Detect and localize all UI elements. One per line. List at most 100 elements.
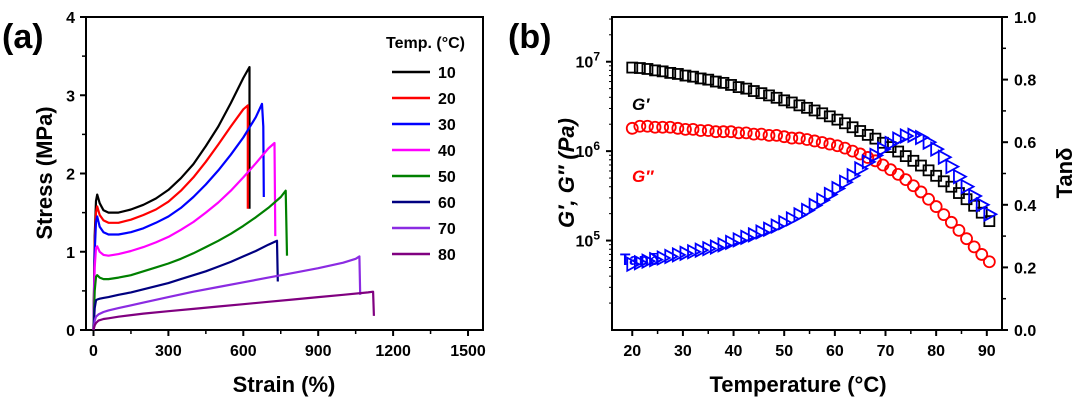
panel-a-y-tick-label: 1: [66, 245, 75, 262]
panel-b-right-tick-label: 0.4: [1014, 198, 1036, 215]
marker-g-double-prime: [679, 123, 692, 136]
marker-g-double-prime: [815, 136, 829, 149]
marker-g-prime: [945, 180, 958, 193]
marker-g-prime: [626, 61, 639, 74]
legend-label-80: 80: [438, 247, 456, 264]
marker-g-double-prime: [982, 255, 996, 269]
panel-a-y-axis-label: Stress (MPa): [32, 106, 57, 239]
marker-tan-delta: [945, 158, 961, 175]
series-line-60: [92, 239, 279, 331]
marker-g-prime: [854, 125, 867, 137]
marker-g-double-prime: [846, 144, 859, 158]
panel-a-y-tick-label: 3: [66, 88, 75, 105]
marker-g-prime: [793, 99, 806, 112]
panel-b-label: (b): [508, 18, 551, 56]
legend-label-20: 20: [438, 91, 456, 108]
panel-a-x-tick-label: 900: [305, 343, 332, 360]
panel-b-y-tick-label: 107: [576, 50, 601, 72]
marker-tan-delta: [702, 240, 718, 257]
series-line-10: [92, 65, 251, 331]
marker-g-double-prime: [967, 240, 981, 254]
marker-tan-delta: [861, 153, 877, 170]
marker-g-prime: [732, 81, 745, 94]
marker-tan-delta: [877, 141, 892, 158]
legend-label-70: 70: [438, 221, 456, 238]
panel-a-y-tick-label: 0: [66, 323, 75, 340]
marker-tan-delta: [755, 224, 771, 241]
marker-tan-delta: [907, 127, 923, 144]
marker-tan-delta: [899, 127, 915, 144]
marker-g-prime: [785, 96, 798, 109]
panel-b-x-tick-label: 40: [725, 343, 743, 360]
panel-a-x-tick-label: 1500: [450, 343, 486, 360]
marker-g-double-prime: [762, 128, 776, 142]
marker-g-prime: [861, 128, 874, 141]
panel-b-x-tick-label: 90: [978, 343, 996, 360]
marker-g-prime: [656, 65, 669, 78]
marker-tan-delta: [854, 160, 870, 177]
panel-a-legend: Temp. (°C) 10 20 30 40 50 60 70 80: [386, 35, 465, 264]
panel-b-x-tick-label: 60: [826, 343, 844, 360]
marker-g-double-prime: [671, 121, 685, 135]
series-line-30: [92, 102, 265, 331]
panel-a-x-axis-label: Strain (%): [233, 372, 336, 397]
marker-g-prime: [808, 104, 821, 117]
panel-b: (b) 20 30 40 50 60 70 80 90 105 106 107 0.0 0.2 0.4 0.…: [508, 10, 1077, 397]
panel-b-x-tick-label: 70: [877, 343, 895, 360]
marker-g-double-prime: [830, 139, 844, 153]
marker-g-prime: [816, 107, 829, 120]
panel-b-right-tick-label: 0.8: [1014, 73, 1036, 90]
panel-b-right-tick-label: 0.2: [1014, 260, 1036, 277]
marker-tan-delta: [922, 134, 938, 151]
series-line-20: [92, 104, 249, 331]
marker-g-prime: [740, 82, 753, 95]
annotation-tan-delta: Tanδ: [620, 250, 659, 269]
panel-b-right-tick-label: 0.0: [1014, 323, 1036, 340]
legend-label-30: 30: [438, 117, 456, 134]
panel-a-y-tick-label: 2: [66, 167, 75, 184]
marker-tan-delta: [816, 192, 832, 209]
marker-tan-delta: [679, 245, 695, 262]
annotation-g-prime: G′: [632, 95, 650, 114]
marker-g-double-prime: [808, 134, 821, 148]
marker-g-prime: [755, 87, 768, 100]
marker-g-prime: [649, 64, 661, 77]
marker-g-double-prime: [747, 127, 761, 141]
marker-g-double-prime: [960, 232, 973, 246]
panel-a-plot-area: 0 300 600 900 1200 1500 0 1 2 3 4: [66, 10, 486, 360]
marker-tan-delta: [915, 129, 930, 146]
marker-g-double-prime: [922, 192, 935, 206]
marker-g-prime: [671, 68, 684, 80]
marker-g-prime: [687, 70, 699, 83]
marker-g-double-prime: [952, 223, 966, 237]
marker-tan-delta: [664, 248, 680, 265]
marker-g-prime: [770, 91, 783, 104]
panel-a-y-tick-label: 4: [66, 10, 75, 27]
marker-g-double-prime: [641, 119, 654, 133]
marker-tan-delta: [641, 253, 657, 270]
marker-tan-delta: [763, 221, 778, 238]
panel-a-x-tick-label: 1200: [375, 343, 411, 360]
marker-tan-delta: [785, 210, 801, 227]
marker-tan-delta: [778, 214, 794, 231]
marker-tan-delta: [975, 196, 991, 213]
marker-g-double-prime: [755, 127, 768, 141]
marker-g-double-prime: [625, 121, 639, 135]
marker-tan-delta: [892, 131, 908, 148]
marker-tan-delta: [717, 236, 733, 253]
marker-tan-delta: [930, 141, 946, 158]
panel-b-right-tick-label: 0.6: [1014, 135, 1036, 152]
series-line-50: [92, 189, 289, 331]
marker-tan-delta: [884, 135, 900, 152]
panel-b-y-tick-label: 105: [576, 229, 601, 251]
annotation-g-double-prime: G″: [632, 167, 654, 186]
marker-g-prime: [846, 121, 859, 134]
marker-g-double-prime: [739, 126, 753, 140]
panel-b-right-tick-label: 1.0: [1014, 10, 1036, 27]
marker-tan-delta: [649, 251, 664, 268]
marker-tan-delta: [937, 149, 953, 166]
panel-b-right-axis-label: Tanδ: [1052, 148, 1077, 199]
marker-tan-delta: [801, 202, 816, 219]
marker-g-prime: [960, 193, 973, 206]
